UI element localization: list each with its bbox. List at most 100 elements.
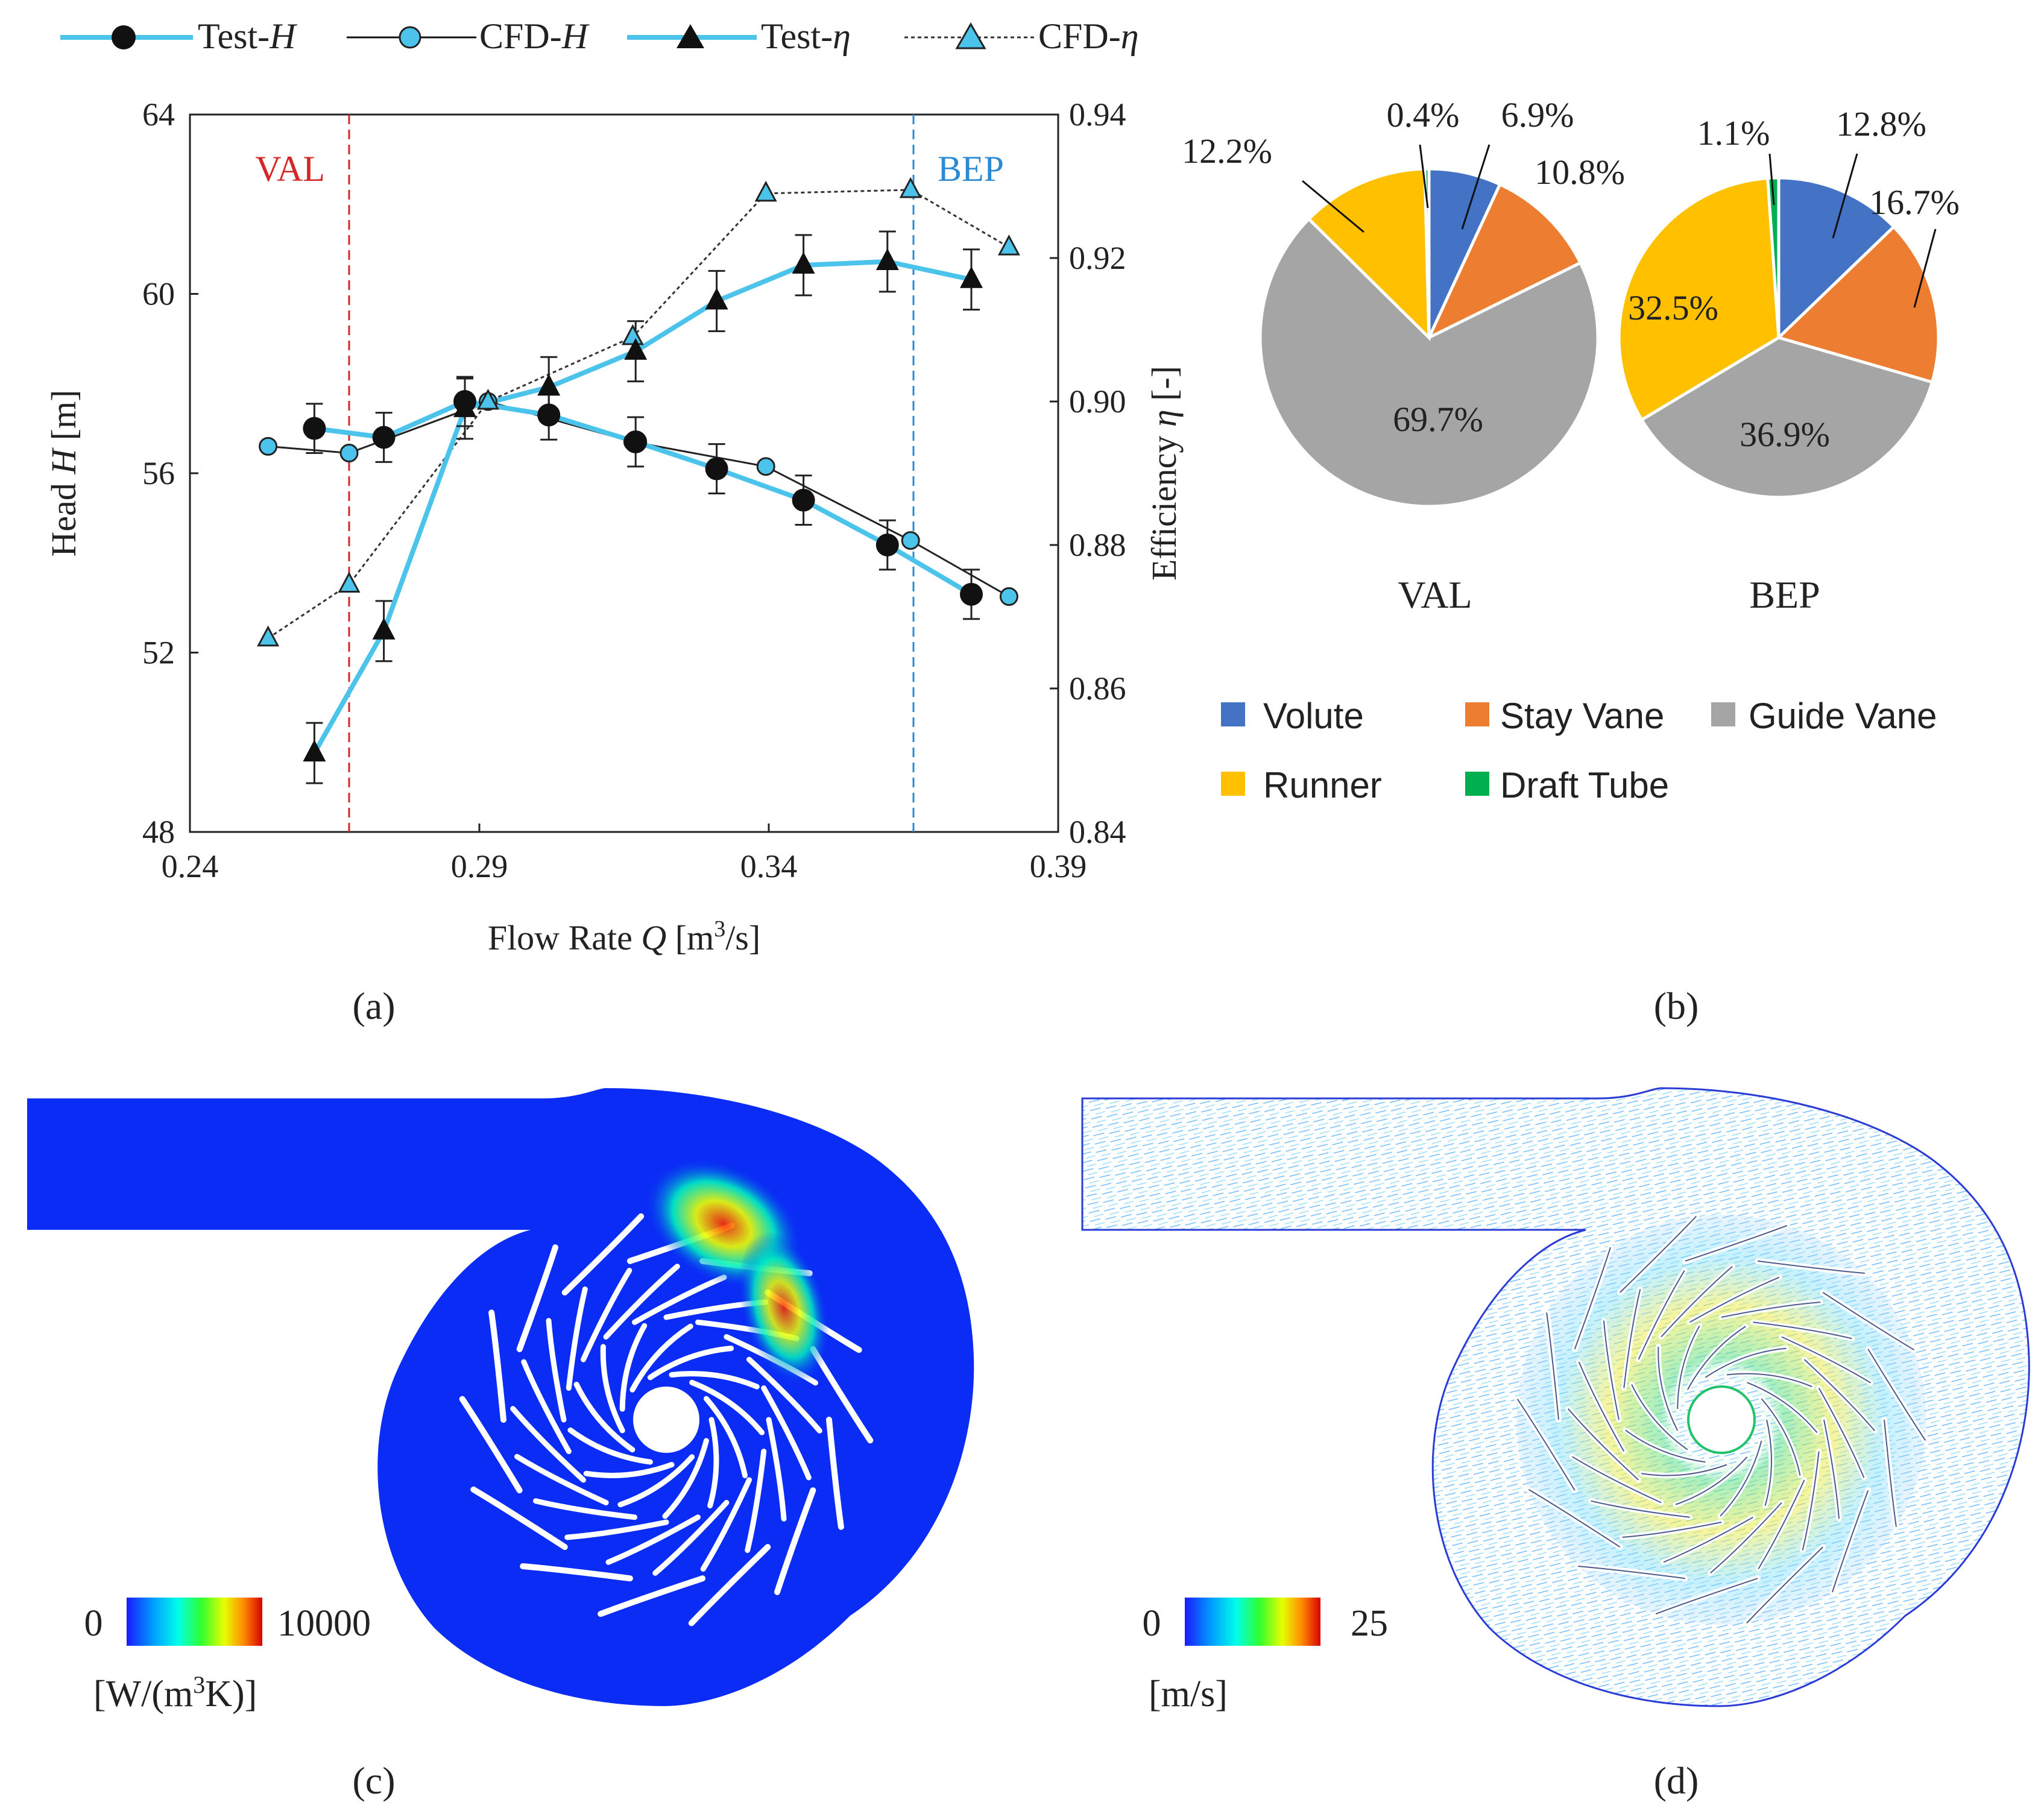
vane [700, 1477, 752, 1572]
legend-cfd-h-text: CFD-H [479, 16, 590, 56]
point-cfd-eta [476, 388, 499, 410]
pie-value-label: 0.4% [1387, 95, 1460, 134]
legend-swatch [1465, 702, 1489, 726]
vane [688, 1544, 771, 1627]
point-cfd-eta [899, 177, 922, 198]
vane [459, 1396, 523, 1494]
vane-edge [1802, 1451, 1820, 1551]
vane [600, 1344, 625, 1434]
y-tick-label: 52 [142, 635, 175, 671]
colorbar-c-unit: [W/(m3K)] [93, 1671, 257, 1715]
point-test-h [303, 417, 326, 440]
vane [605, 1514, 701, 1565]
vane-edge [1574, 1247, 1611, 1350]
x-tick-label: 0.29 [451, 848, 508, 884]
colorbar-c-max: 10000 [277, 1603, 371, 1644]
y2-tick-label: 0.86 [1069, 670, 1126, 707]
vane [546, 1318, 567, 1423]
legend-guide-vane-text: Guide Vane [1749, 696, 1937, 736]
vane [564, 1519, 669, 1540]
legend-swatch [1711, 702, 1735, 726]
vane [629, 1323, 693, 1393]
pie-leader-line [1302, 180, 1364, 233]
panel-label-b: (b) [1654, 984, 1699, 1027]
vane-edge [1567, 1408, 1639, 1481]
legend-volute: Volute [1221, 696, 1364, 736]
pie-slice-guide-vane [1258, 216, 1600, 508]
y-tick-label: 48 [142, 814, 175, 850]
vane [774, 1487, 816, 1595]
vane [707, 1417, 719, 1509]
y2-tick-label: 0.94 [1069, 96, 1126, 133]
vane-edge [1546, 1312, 1559, 1420]
vane-edge [1746, 1546, 1823, 1624]
x-tick-label: 0.39 [1030, 848, 1087, 884]
legend-guide-vane: Guide Vane [1711, 696, 1937, 736]
point-cfd-h [259, 436, 278, 456]
vane-cascade [459, 1213, 874, 1627]
point-test-eta [303, 740, 326, 762]
point-test-h [372, 426, 396, 449]
vane-edge [1578, 1361, 1625, 1452]
colorbar-c-min: 0 [84, 1603, 103, 1644]
series-line-test-eta [312, 259, 972, 755]
panel-label-d: (d) [1654, 1759, 1699, 1802]
vane-edge [1638, 1270, 1685, 1360]
point-test-eta [705, 288, 728, 310]
legend-test-eta: Test-η [627, 16, 851, 56]
vane-edge [1689, 1276, 1780, 1323]
vane [826, 1417, 844, 1530]
legend-stay-vane-text: Stay Vane [1500, 696, 1664, 736]
runner-hub [633, 1387, 699, 1453]
colorbar-d-max: 25 [1351, 1603, 1388, 1644]
point-test-h [705, 457, 728, 480]
pie-value-label: 12.8% [1836, 104, 1926, 143]
vane [470, 1486, 568, 1551]
vane [619, 1323, 648, 1412]
pie-value-label: 32.5% [1628, 288, 1718, 327]
vane [520, 1563, 633, 1582]
vane [516, 1244, 558, 1352]
vane-edge [1803, 1359, 1876, 1431]
legend-test-eta-text: Test-η [761, 16, 851, 56]
vane [766, 1417, 787, 1522]
legend-draft-tube-text: Draft Tube [1500, 765, 1669, 805]
y-tick-label: 60 [142, 276, 175, 312]
vane [703, 1396, 748, 1478]
pie-leader-line [1832, 153, 1858, 239]
pie-value-label: 16.7% [1869, 183, 1960, 222]
vane-edge [1710, 1502, 1782, 1574]
colorbar-d-unit: [m/s] [1149, 1674, 1228, 1715]
vane [647, 1346, 734, 1381]
runner-hub [1687, 1385, 1756, 1454]
vane [583, 1462, 675, 1478]
legend-swatch [1465, 772, 1489, 796]
vane [533, 1498, 637, 1520]
vane-edge [1631, 1384, 1688, 1450]
vane [521, 1359, 572, 1454]
pie-val: 6.9% 10.8% 69.7% 12.2% 0.4% [1182, 95, 1625, 508]
vane-edge [1721, 1302, 1821, 1318]
vane-edge [1761, 1398, 1801, 1476]
point-test-eta [453, 395, 476, 417]
vane-edge [1641, 1464, 1727, 1476]
legend-stay-vane: Stay Vane [1465, 696, 1664, 736]
top-legend: Test-H CFD-H Test-η CFD-η [60, 16, 1138, 56]
vane-edge [1705, 1347, 1787, 1378]
x-tick-label: 0.34 [740, 848, 798, 884]
panel-label-c: (c) [352, 1759, 395, 1802]
vane [761, 1385, 812, 1481]
vane-edge [1753, 1321, 1852, 1340]
legend-swatch [1221, 772, 1245, 796]
vane-edge [1757, 1260, 1865, 1274]
pie-label-val: VAL [1398, 573, 1472, 616]
point-test-eta [960, 266, 983, 288]
vane [581, 1268, 632, 1362]
vane-edge [1675, 1457, 1748, 1505]
vane-edge [1655, 1578, 1758, 1615]
point-test-eta [372, 617, 396, 640]
vane-edge [1625, 1429, 1706, 1463]
point-test-h [624, 430, 648, 453]
pie-label-bep: BEP [1749, 573, 1820, 616]
